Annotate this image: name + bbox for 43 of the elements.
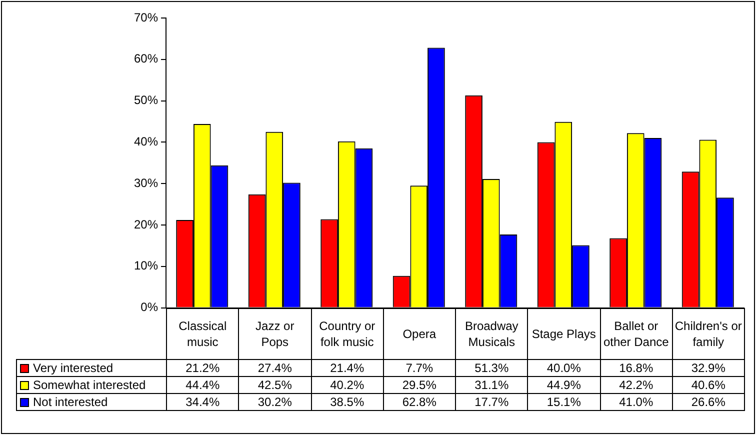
y-tick-label: 20%	[134, 217, 158, 232]
y-tick-label: 10%	[134, 258, 158, 273]
y-tick-label: 60%	[134, 52, 158, 66]
data-label: 17.7%	[456, 393, 528, 410]
y-tick-label: 50%	[134, 93, 158, 108]
data-label: 30.2%	[238, 393, 311, 410]
data-label: 26.6%	[672, 393, 744, 410]
y-tick-label: 0%	[140, 300, 158, 314]
data-label: 32.9%	[672, 359, 744, 376]
data-label: 40.0%	[528, 359, 600, 376]
x-tick-label: Opera	[383, 308, 456, 360]
data-label: 21.2%	[166, 359, 239, 376]
data-label: 27.4%	[238, 359, 311, 376]
data-label: 62.8%	[383, 393, 456, 410]
x-tick-label: Classical music	[166, 308, 239, 360]
data-label: 15.1%	[528, 393, 600, 410]
data-label: 31.1%	[456, 376, 528, 394]
x-tick-label: Country or folk music	[311, 308, 384, 360]
data-label: 41.0%	[600, 393, 672, 410]
legend-label: Not interested	[16, 393, 166, 410]
data-label: 34.4%	[166, 393, 239, 410]
y-tick-label: 70%	[134, 10, 158, 24]
data-label: 7.7%	[383, 359, 456, 376]
y-tick-label: 30%	[134, 176, 158, 190]
x-tick-label: Broadway Musicals	[456, 308, 528, 360]
legend-label: Somewhat interested	[16, 376, 166, 394]
data-label: 44.4%	[166, 376, 239, 394]
legend-label: Very interested	[16, 359, 166, 376]
data-label: 44.9%	[528, 376, 600, 394]
data-label: 42.2%	[600, 376, 672, 394]
data-label: 51.3%	[456, 359, 528, 376]
y-tick-label: 40%	[134, 134, 158, 149]
x-tick-label: Jazz or Pops	[238, 308, 311, 360]
data-label: 42.5%	[238, 376, 311, 394]
data-label: 16.8%	[600, 359, 672, 376]
data-label: 38.5%	[311, 393, 384, 410]
x-tick-label: Stage Plays	[528, 308, 600, 360]
data-label: 29.5%	[383, 376, 456, 394]
data-label: 40.2%	[311, 376, 384, 394]
data-label: 40.6%	[672, 376, 744, 394]
x-tick-label: Ballet or other Dance	[600, 308, 672, 360]
data-label: 21.4%	[311, 359, 384, 376]
x-tick-label: Children's or family	[672, 308, 744, 360]
